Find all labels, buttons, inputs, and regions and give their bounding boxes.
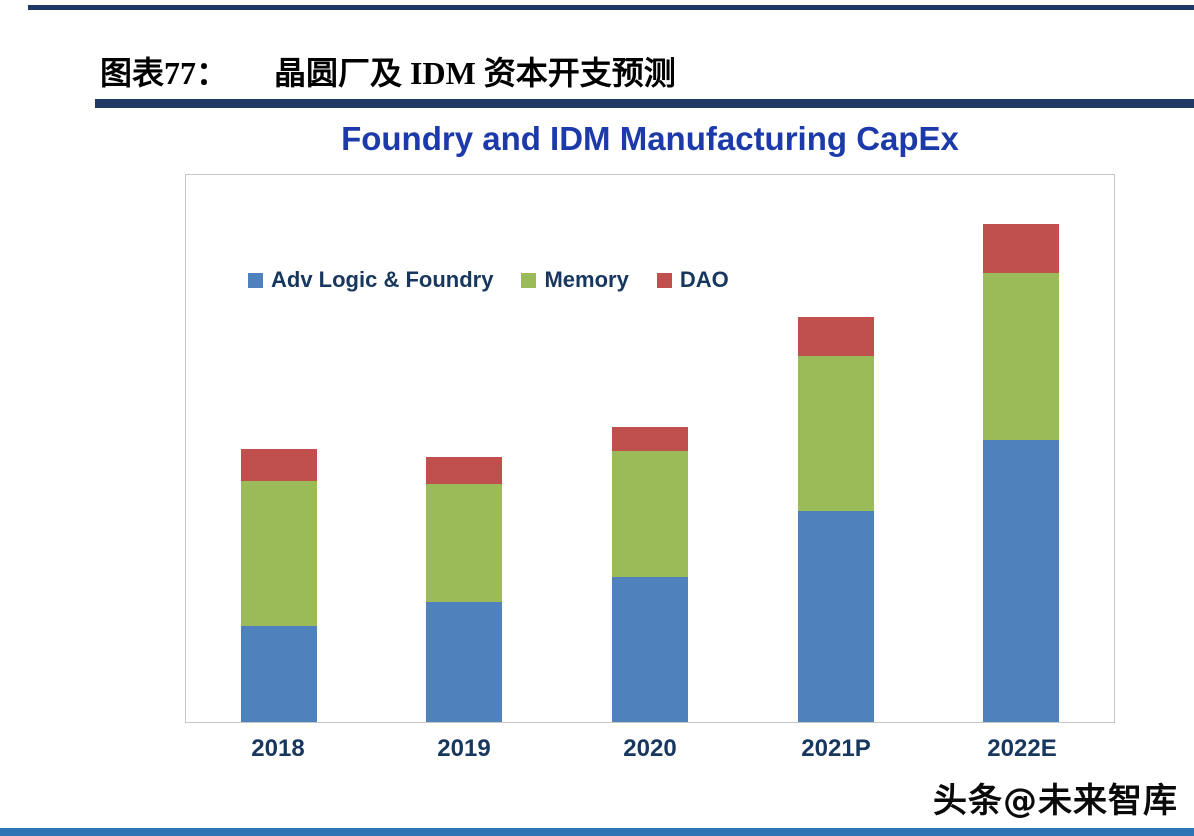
chart-title: Foundry and IDM Manufacturing CapEx xyxy=(341,120,959,157)
bar-slot-2018 xyxy=(186,175,372,722)
bar-stack-2021p xyxy=(797,317,874,722)
bar-segment-adv-logic-foundry xyxy=(426,601,503,722)
top-rule xyxy=(28,5,1194,10)
legend-swatch-icon xyxy=(656,272,672,288)
bars-row xyxy=(186,175,1114,722)
bar-segment-dao xyxy=(983,224,1060,274)
bar-slot-2021p xyxy=(743,175,929,722)
x-axis-label-2020: 2020 xyxy=(623,735,677,762)
bar-segment-memory xyxy=(797,355,874,512)
header-rule xyxy=(95,99,1194,108)
watermark: 头条@未来智库 xyxy=(933,781,1178,821)
legend-label: DAO xyxy=(679,267,729,292)
legend-swatch-icon xyxy=(521,272,537,288)
bar-segment-memory xyxy=(426,484,503,602)
bar-segment-adv-logic-foundry xyxy=(611,577,688,722)
bar-stack-2022e xyxy=(983,224,1060,722)
x-axis-labels: 2018 2019 2020 2021P 2022E xyxy=(185,735,1115,763)
bar-stack-2018 xyxy=(240,448,317,722)
legend-item-memory: Memory xyxy=(521,267,629,293)
x-axis-label-2018: 2018 xyxy=(251,735,305,762)
legend: Adv Logic & Foundry Memory DAO xyxy=(248,267,757,293)
x-axis-label-2022e: 2022E xyxy=(987,735,1057,762)
bar-stack-2019 xyxy=(426,456,503,722)
bar-segment-adv-logic-foundry xyxy=(240,626,317,722)
x-axis-label-2019: 2019 xyxy=(437,735,491,762)
figure-label: 图表77： xyxy=(100,55,229,91)
legend-item-adv-logic-foundry: Adv Logic & Foundry xyxy=(248,267,493,293)
bar-segment-adv-logic-foundry xyxy=(983,440,1060,722)
bar-segment-dao xyxy=(426,456,503,485)
bar-slot-2019 xyxy=(372,175,558,722)
figure-header: 图表77： 晶圆厂及 IDM 资本开支预测 xyxy=(100,48,676,94)
bar-segment-dao xyxy=(611,426,688,452)
bar-slot-2022e xyxy=(928,175,1114,722)
chart: Foundry and IDM Manufacturing CapEx Adv … xyxy=(185,120,1115,763)
bar-slot-2020 xyxy=(557,175,743,722)
legend-swatch-icon xyxy=(248,272,263,288)
legend-label: Adv Logic & Foundry xyxy=(271,267,494,292)
figure-title: 晶圆厂及 IDM 资本开支预测 xyxy=(274,55,676,91)
plot-area: Adv Logic & Foundry Memory DAO xyxy=(185,174,1115,723)
x-axis-label-2021p: 2021P xyxy=(801,735,871,762)
bar-stack-2020 xyxy=(611,426,688,722)
bar-segment-memory xyxy=(240,481,317,627)
bar-segment-memory xyxy=(983,273,1060,441)
bar-segment-dao xyxy=(240,448,317,482)
bar-segment-adv-logic-foundry xyxy=(797,511,874,722)
legend-item-dao: DAO xyxy=(656,267,729,293)
bar-segment-dao xyxy=(797,317,874,356)
bar-segment-memory xyxy=(611,451,688,578)
bottom-bar xyxy=(0,828,1194,836)
legend-label: Memory xyxy=(544,267,629,292)
